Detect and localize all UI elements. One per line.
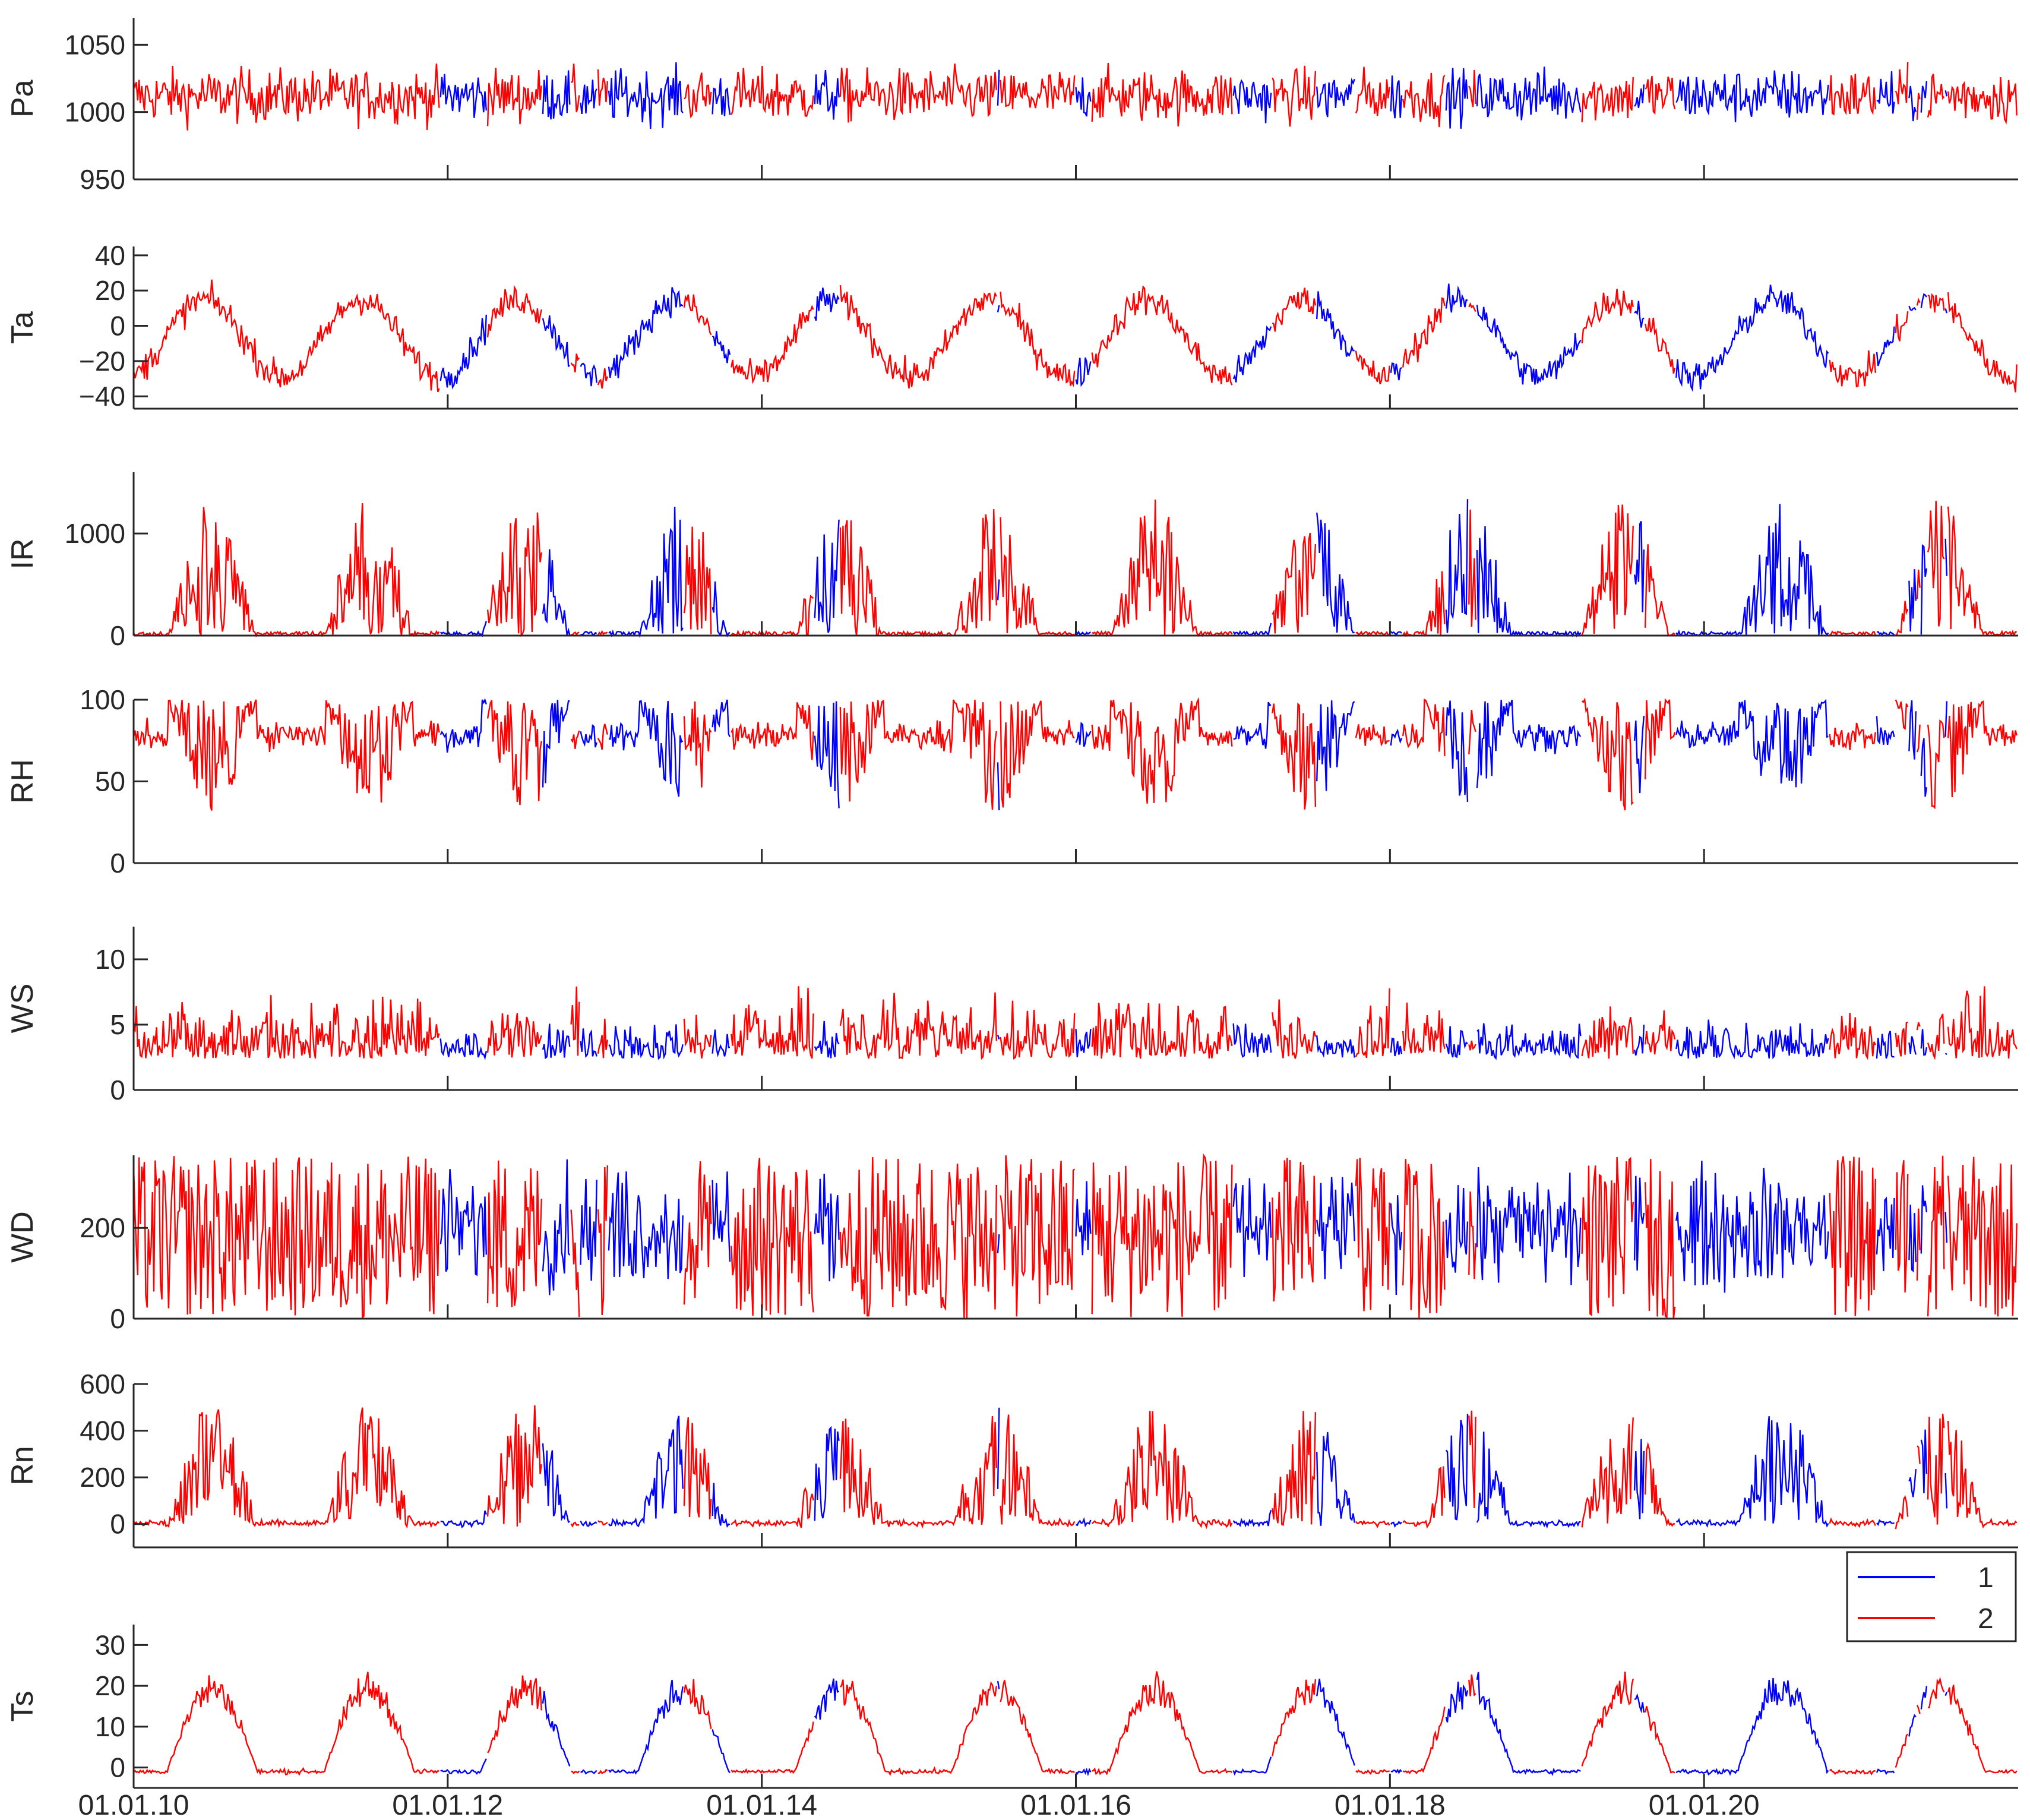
panel-ws: 0 5 10 WS <box>5 927 2018 1105</box>
y-tick-label-ta: 40 <box>95 240 125 271</box>
x-tick-label: 01.01.20 <box>1649 1790 1760 1820</box>
y-axis-label-wd: WD <box>5 1211 40 1263</box>
y-tick-label-ts: 0 <box>110 1752 125 1783</box>
legend-box <box>1846 1551 2017 1642</box>
y-axis-label-ir: IR <box>5 539 40 570</box>
panel-wd: 0 200 WD <box>5 1155 2018 1334</box>
x-tick-label: 01.01.14 <box>706 1790 817 1820</box>
panel-rn: 0 200 400 600 Rn <box>5 1369 2018 1549</box>
y-tick-label-pa: 1050 <box>65 29 125 60</box>
y-tick-label-rn: 200 <box>80 1462 125 1493</box>
y-tick-label-rh: 50 <box>95 766 125 797</box>
legend-label-series-2: 2 <box>1978 1603 1994 1635</box>
y-tick-label-ws: 5 <box>110 1009 125 1040</box>
y-tick-label-rn: 400 <box>80 1415 125 1446</box>
x-tick-label: 01.01.18 <box>1335 1790 1446 1820</box>
panel-ta: −40 −20 0 20 40 Ta <box>5 240 2018 412</box>
series-1-line-ts <box>441 1672 2018 1774</box>
x-tick-label: 01.01.16 <box>1020 1790 1131 1820</box>
y-tick-label-wd: 0 <box>110 1303 125 1334</box>
series-1-line-rh <box>441 700 2018 810</box>
y-tick-label-ir: 1000 <box>65 518 125 549</box>
series-2-line-ta <box>134 280 2018 393</box>
chart-panels: 95010001050Pa−40−2002040Ta01000IR050100R… <box>5 18 2018 1820</box>
y-axis-label-rn: Rn <box>5 1446 40 1485</box>
y-axis-label-ws: WS <box>5 984 40 1034</box>
y-tick-label-wd: 200 <box>80 1212 125 1243</box>
panel-rh: 0 50 100 RH <box>5 684 2018 879</box>
y-tick-label-rh: 100 <box>80 684 125 715</box>
y-axis-label-ts: Ts <box>5 1691 40 1722</box>
y-tick-label-ta: 20 <box>95 275 125 306</box>
y-tick-label-ws: 0 <box>110 1075 125 1105</box>
y-tick-label-ta: −20 <box>79 346 125 377</box>
legend: 1 2 <box>1846 1551 2017 1642</box>
y-tick-label-ts: 10 <box>95 1711 125 1742</box>
series-2-line-ir <box>134 500 2018 636</box>
y-axis-label-pa: Pa <box>5 80 40 118</box>
y-tick-label-ts: 20 <box>95 1670 125 1701</box>
series-2-line-rh <box>134 700 2018 811</box>
series-1-line-ir <box>441 499 2018 636</box>
y-tick-label-ir: 0 <box>110 620 125 651</box>
y-tick-label-ts: 30 <box>95 1629 125 1660</box>
y-tick-label-ta: 0 <box>110 311 125 342</box>
y-tick-label-rh: 0 <box>110 848 125 879</box>
y-tick-label-pa: 950 <box>80 164 125 195</box>
y-tick-label-pa: 1000 <box>65 97 125 128</box>
series-2-line-rn <box>134 1405 2018 1529</box>
x-tick-label: 01.01.12 <box>392 1790 503 1820</box>
legend-label-series-1: 1 <box>1978 1562 1994 1594</box>
y-tick-label-ta: −40 <box>79 381 125 412</box>
y-tick-label-ws: 10 <box>95 944 125 975</box>
y-tick-label-rn: 600 <box>80 1369 125 1399</box>
y-axis-label-rh: RH <box>5 759 40 804</box>
x-tick-label: 01.01.10 <box>78 1790 189 1820</box>
y-tick-label-rn: 0 <box>110 1509 125 1540</box>
panel-ts: 0 10 20 30 Ts <box>5 1625 2018 1789</box>
series-2-line-ts <box>134 1672 2018 1775</box>
series-1-line-rn <box>441 1408 2018 1527</box>
panel-pa: 950 1000 1050 Pa <box>5 18 2018 195</box>
y-axis-label-ta: Ta <box>5 311 40 344</box>
panel-ir: 0 1000 IR <box>5 472 2018 651</box>
